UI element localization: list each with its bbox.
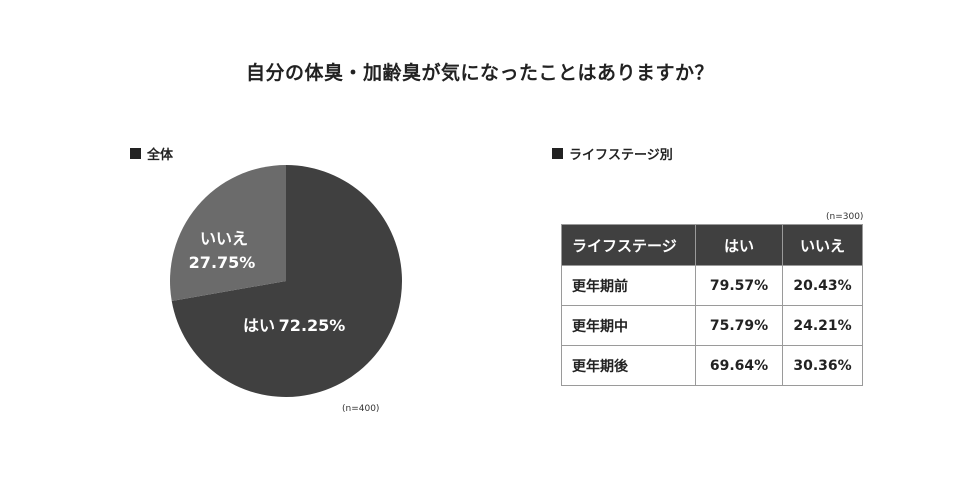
overall-sample-size: (n=400) [342,404,380,414]
table-row: 更年期後 69.64% 30.36% [561,345,863,386]
life-stage-table: ライフステージ はい いいえ 更年期前 79.57% 20.43% 更年期中 7… [561,224,863,386]
pie-slice-yes [171,165,402,397]
stage-section-label: ライフステージ別 [552,144,673,163]
stage-sample-size: (n=300) [826,212,864,222]
row-no-value: 24.21% [782,305,863,346]
pie-value-no: 27.75% [189,253,256,272]
row-no-value: 30.36% [782,345,863,386]
table-row: 更年期前 79.57% 20.43% [561,265,863,306]
row-no-value: 20.43% [782,265,863,306]
row-stage-label: 更年期中 [561,305,696,346]
overall-label-text: 全体 [147,148,174,163]
row-stage-label: 更年期前 [561,265,696,306]
pie-value-yes: 72.25% [279,316,346,335]
pie-label-yes: はい [243,316,275,335]
stage-label-text: ライフステージ別 [569,148,673,163]
table-row: 更年期中 75.79% 24.21% [561,305,863,346]
square-bullet-icon [130,148,141,159]
header-life-stage: ライフステージ [561,224,696,266]
overall-section-label: 全体 [130,144,173,163]
row-yes-value: 69.64% [695,345,783,386]
row-yes-value: 79.57% [695,265,783,306]
row-stage-label: 更年期後 [561,345,696,386]
square-bullet-icon [552,148,563,159]
table-header-row: ライフステージ はい いいえ [561,224,863,266]
pie-label-no: いいえ [200,229,248,248]
page-title: 自分の体臭・加齢臭が気になったことはありますか？ [245,62,714,84]
pie-slice-no [170,165,286,301]
overall-pie-chart: はい 72.25% いいえ 27.75% [170,165,402,397]
header-yes: はい [695,224,783,266]
row-yes-value: 75.79% [695,305,783,346]
header-no: いいえ [782,224,863,266]
